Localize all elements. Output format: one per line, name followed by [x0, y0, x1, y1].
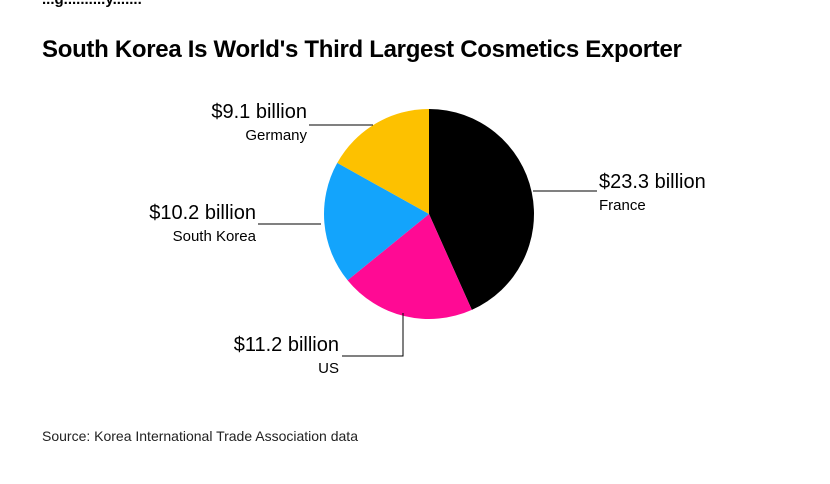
category-label-us: US — [318, 360, 339, 377]
pie-slice-france — [429, 109, 535, 310]
pie-slice-south-korea — [323, 162, 429, 281]
value-label-france: $23.3 billion — [599, 171, 706, 193]
category-label-south-korea: South Korea — [173, 228, 257, 245]
value-label-germany: $9.1 billion — [211, 101, 307, 123]
source-note: Source: Korea International Trade Associ… — [42, 428, 358, 444]
pie-slice-us — [347, 214, 472, 320]
value-label-south-korea: $10.2 billion — [149, 202, 256, 224]
clipped-header-text: ...g..........y....... — [42, 0, 142, 8]
callouts: $23.3 billion France $11.2 billion US $10.2 … — [149, 101, 706, 377]
pie-slices — [323, 109, 535, 320]
chart-title: South Korea Is World's Third Largest Cos… — [42, 36, 682, 63]
pie-slice-germany — [337, 109, 429, 214]
category-label-germany: Germany — [245, 127, 307, 144]
category-label-france: France — [599, 197, 646, 214]
value-label-us: $11.2 billion — [234, 334, 339, 356]
callout-line-us — [342, 313, 404, 357]
